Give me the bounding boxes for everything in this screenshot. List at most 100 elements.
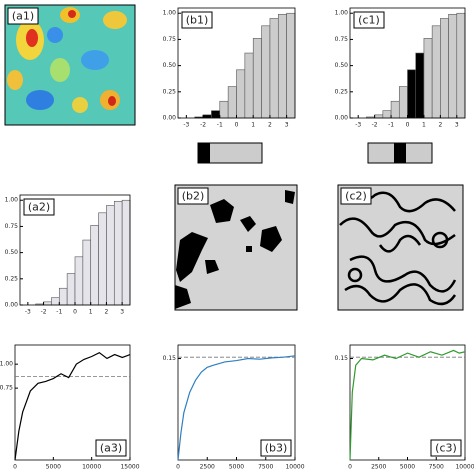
x-tick-label: 5000 — [400, 464, 415, 471]
x-tick-label: -2 — [41, 309, 47, 316]
x-tick-label: 5000 — [229, 464, 244, 471]
x-tick-label: 10000 — [285, 464, 304, 471]
x-tick-label: 2 — [268, 122, 272, 129]
bar — [277, 13, 287, 119]
x-tick-label: -1 — [388, 122, 394, 129]
binary-image — [337, 184, 464, 311]
bar — [227, 86, 237, 119]
x-tick-label: 1 — [89, 309, 93, 316]
bar — [286, 12, 296, 119]
x-tick-label: 0 — [406, 122, 410, 129]
x-tick-label: 3 — [120, 309, 124, 316]
line — [177, 355, 296, 461]
bar — [66, 273, 76, 306]
y-tick-label: 0.75 — [335, 36, 349, 43]
y-tick-label: 0.50 — [5, 249, 19, 256]
x-tick-label: 3 — [455, 122, 459, 129]
bar — [252, 38, 262, 119]
x-tick-label: 1 — [422, 122, 426, 129]
bar — [43, 301, 52, 306]
x-tick-label: -3 — [183, 122, 189, 129]
bar — [98, 212, 107, 306]
panel-label-box — [340, 187, 372, 205]
panel-label-box — [177, 187, 209, 205]
panel-label-box — [95, 439, 127, 457]
bar — [431, 25, 441, 119]
y-tick-label: 1.00 — [5, 197, 19, 204]
threshold-bar — [197, 142, 263, 164]
bar — [407, 69, 417, 119]
bar — [269, 18, 279, 119]
y-tick-label: 0.25 — [163, 88, 177, 95]
bar — [448, 13, 458, 119]
x-tick-label: 7500 — [258, 464, 273, 471]
y-tick-label: 0.75 — [0, 385, 13, 392]
line — [14, 351, 131, 461]
x-tick-label: 0 — [348, 464, 352, 471]
panel-label: (c3) — [435, 442, 457, 455]
bar — [113, 200, 123, 306]
panel-label-box — [260, 439, 292, 457]
y-tick-label: 0.15 — [335, 355, 349, 362]
x-tick-label: 0 — [235, 122, 239, 129]
panel-label-box — [7, 7, 39, 25]
panel-label: (c1) — [358, 14, 380, 27]
x-tick-label: 0 — [73, 309, 77, 316]
bar — [236, 69, 246, 119]
bar — [74, 256, 84, 306]
threshold-bar — [367, 142, 433, 164]
x-tick-label: 15000 — [120, 464, 139, 471]
y-tick-label: 0.50 — [335, 62, 349, 69]
bar — [382, 110, 392, 119]
panel-label-box — [430, 439, 462, 457]
panel-label: (a1) — [12, 10, 34, 23]
panel-label: (a2) — [28, 201, 50, 214]
panel-label: (b3) — [265, 442, 288, 455]
x-tick-label: 5000 — [46, 464, 61, 471]
panel-label-box — [23, 198, 55, 216]
y-tick-label: 1.00 — [0, 361, 13, 368]
x-tick-label: -2 — [372, 122, 378, 129]
binary-image — [174, 184, 298, 311]
bar — [90, 225, 99, 306]
panel-label-box — [353, 11, 385, 29]
bar — [261, 25, 271, 119]
x-tick-label: -3 — [25, 309, 31, 316]
y-tick-label: 1.00 — [335, 10, 349, 17]
y-tick-label: 0.25 — [5, 275, 19, 282]
panel-label-box — [181, 11, 213, 29]
y-tick-label: 1.00 — [163, 10, 177, 17]
y-tick-label: 0.00 — [335, 115, 349, 122]
x-tick-label: 2500 — [371, 464, 386, 471]
heatmap — [4, 4, 136, 126]
y-tick-label: 0.75 — [163, 36, 177, 43]
bar — [415, 52, 425, 119]
y-tick-label: 0.00 — [163, 115, 177, 122]
panel-label: (b2) — [182, 190, 205, 203]
x-tick-label: 7500 — [429, 464, 444, 471]
panel-label: (a3) — [100, 442, 122, 455]
plot-frame — [14, 344, 131, 461]
x-tick-label: 2500 — [200, 464, 215, 471]
bar — [219, 100, 229, 119]
bar — [121, 199, 131, 306]
y-tick-label: 0.00 — [5, 302, 19, 309]
bar — [244, 52, 254, 119]
x-tick-label: 1 — [251, 122, 255, 129]
y-tick-label: 0.75 — [5, 223, 19, 230]
x-tick-label: 10000 — [455, 464, 474, 471]
panel-label: (c2) — [345, 190, 367, 203]
x-tick-label: 0 — [176, 464, 180, 471]
x-tick-label: 3 — [285, 122, 289, 129]
panel-label: (b1) — [186, 14, 209, 27]
y-tick-label: 0.50 — [163, 62, 177, 69]
x-tick-label: 10000 — [82, 464, 101, 471]
bar — [82, 239, 92, 306]
x-tick-label: 0 — [13, 464, 17, 471]
bar — [106, 205, 115, 306]
bar — [211, 110, 221, 119]
bar — [398, 86, 408, 119]
bar — [456, 12, 466, 119]
x-tick-label: 2 — [438, 122, 442, 129]
